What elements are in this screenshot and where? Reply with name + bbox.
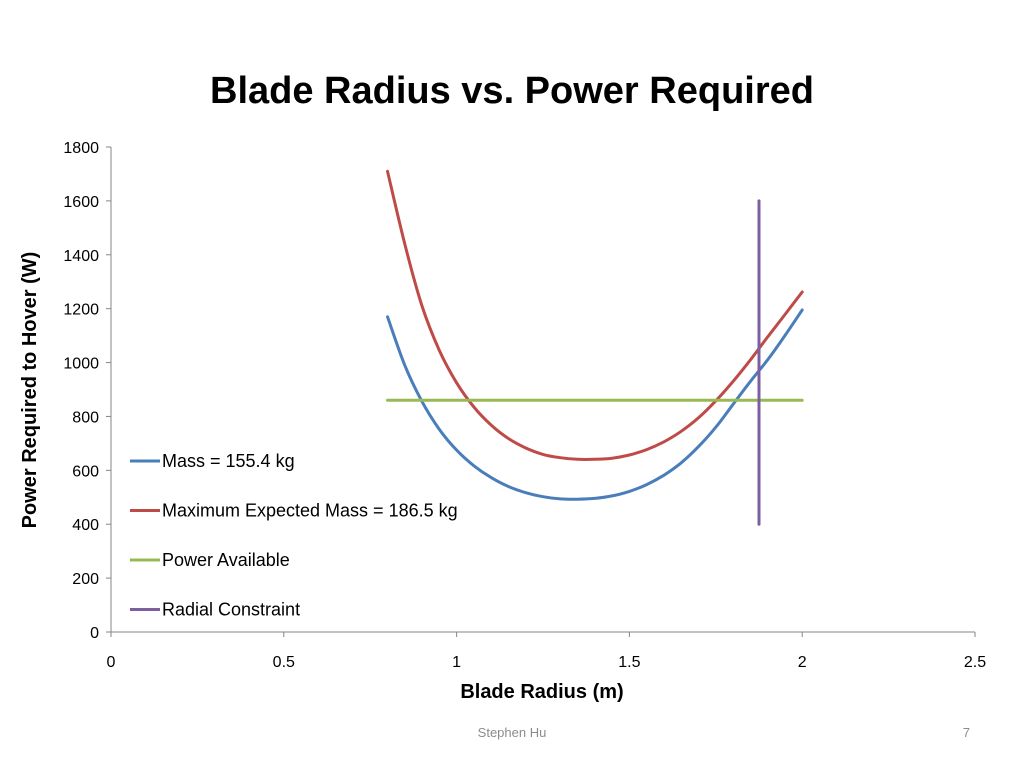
y-tick-label: 1200 [63, 302, 99, 319]
legend-label: Radial Constraint [162, 600, 300, 620]
series-mass-155-line [386, 308, 804, 501]
x-tick-label: 0.5 [273, 654, 295, 671]
chart-axes: 0 200 400 600 800 1000 1200 1400 1600 1800 0 0.5 1 1.… [63, 140, 986, 671]
slide-title: Blade Radius vs. Power Required [210, 70, 814, 112]
y-tick-label: 1800 [63, 140, 99, 157]
y-tick-label: 1000 [63, 356, 99, 373]
y-tick-label: 800 [72, 409, 99, 426]
y-tick-label: 0 [90, 625, 99, 642]
legend-label: Power Available [162, 550, 290, 570]
y-tick-label: 400 [72, 517, 99, 534]
footer-author: Stephen Hu [477, 725, 547, 740]
page-number: 7 [962, 725, 970, 740]
y-axis-label: Power Required to Hover (W) [19, 252, 41, 529]
y-tick-label: 1400 [63, 248, 99, 265]
legend-label: Mass = 155.4 kg [162, 451, 295, 471]
y-tick-label: 200 [72, 571, 99, 588]
series-max-expected-mass-line [386, 169, 804, 461]
x-tick-label: 0 [107, 654, 116, 671]
x-tick-label: 2 [798, 654, 807, 671]
x-tick-label: 2.5 [964, 654, 986, 671]
x-axis-label: Blade Radius (m) [460, 681, 623, 703]
y-tick-label: 1600 [63, 194, 99, 211]
chart-legend: Mass = 155.4 kg Maximum Expected Mass = 1… [130, 451, 458, 620]
chart-series [386, 169, 804, 526]
y-tick-label: 600 [72, 463, 99, 480]
x-tick-label: 1 [452, 654, 461, 671]
legend-label: Maximum Expected Mass = 186.5 kg [162, 501, 458, 521]
x-tick-label: 1.5 [618, 654, 640, 671]
